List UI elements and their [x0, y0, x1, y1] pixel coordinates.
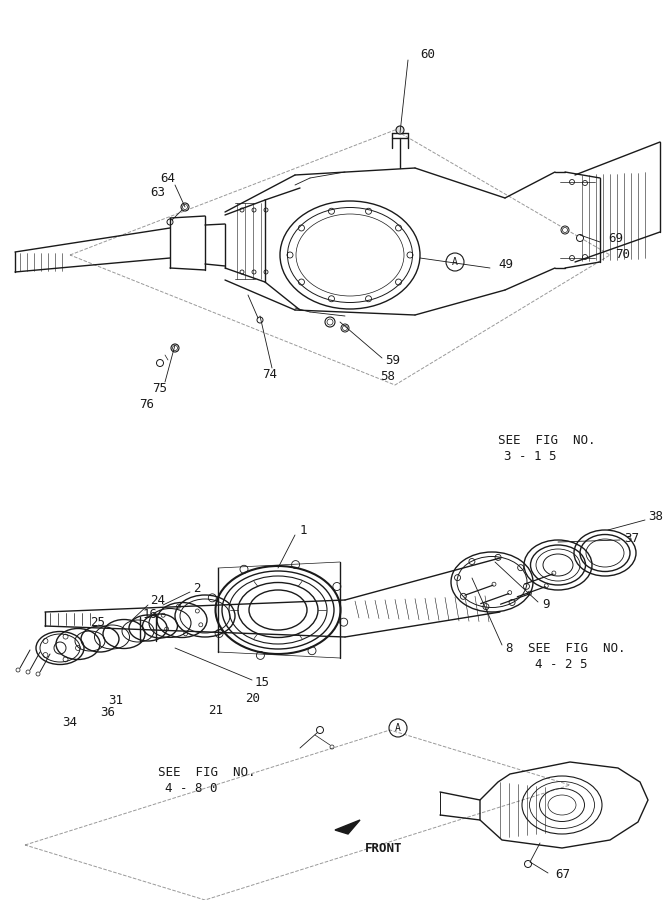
Text: 76: 76 — [139, 398, 155, 410]
Text: 1: 1 — [300, 524, 307, 536]
Circle shape — [341, 324, 349, 332]
Text: 8: 8 — [505, 642, 512, 654]
Text: 38: 38 — [648, 510, 663, 524]
Text: 24: 24 — [150, 593, 165, 607]
Circle shape — [576, 235, 584, 241]
Circle shape — [181, 203, 189, 211]
Text: 20: 20 — [245, 691, 260, 705]
Text: 59: 59 — [385, 354, 400, 366]
Text: 2: 2 — [193, 582, 201, 596]
Polygon shape — [335, 820, 360, 834]
Circle shape — [396, 126, 404, 134]
Text: SEE  FIG  NO.: SEE FIG NO. — [498, 434, 596, 446]
Circle shape — [325, 317, 335, 327]
Text: SEE  FIG  NO.: SEE FIG NO. — [158, 766, 255, 778]
Text: 25: 25 — [90, 616, 105, 628]
Text: 9: 9 — [542, 598, 550, 611]
Text: 64: 64 — [161, 172, 175, 184]
Text: 3 - 1 5: 3 - 1 5 — [504, 449, 556, 463]
Text: 67: 67 — [555, 868, 570, 881]
Text: 36: 36 — [100, 706, 115, 718]
Circle shape — [524, 860, 532, 868]
Text: A: A — [452, 257, 458, 267]
Text: SEE  FIG  NO.: SEE FIG NO. — [528, 642, 626, 654]
Text: 74: 74 — [263, 368, 277, 382]
Text: 37: 37 — [624, 532, 639, 544]
Circle shape — [317, 726, 323, 734]
Text: A: A — [395, 723, 401, 733]
Text: 15: 15 — [255, 677, 270, 689]
Text: 21: 21 — [208, 704, 223, 716]
Text: 31: 31 — [108, 694, 123, 706]
Text: FRONT: FRONT — [365, 842, 402, 854]
Text: 63: 63 — [151, 186, 165, 200]
Text: 75: 75 — [153, 382, 167, 394]
Circle shape — [561, 226, 569, 234]
Text: 49: 49 — [498, 257, 513, 271]
Text: 58: 58 — [380, 370, 395, 382]
Text: 4 - 2 5: 4 - 2 5 — [535, 658, 588, 670]
Text: 70: 70 — [615, 248, 630, 262]
Text: 16: 16 — [143, 608, 158, 622]
Text: 34: 34 — [62, 716, 77, 728]
Text: 60: 60 — [420, 49, 435, 61]
Circle shape — [171, 344, 179, 352]
Text: 69: 69 — [608, 231, 623, 245]
Text: 4 - 8 0: 4 - 8 0 — [165, 781, 217, 795]
